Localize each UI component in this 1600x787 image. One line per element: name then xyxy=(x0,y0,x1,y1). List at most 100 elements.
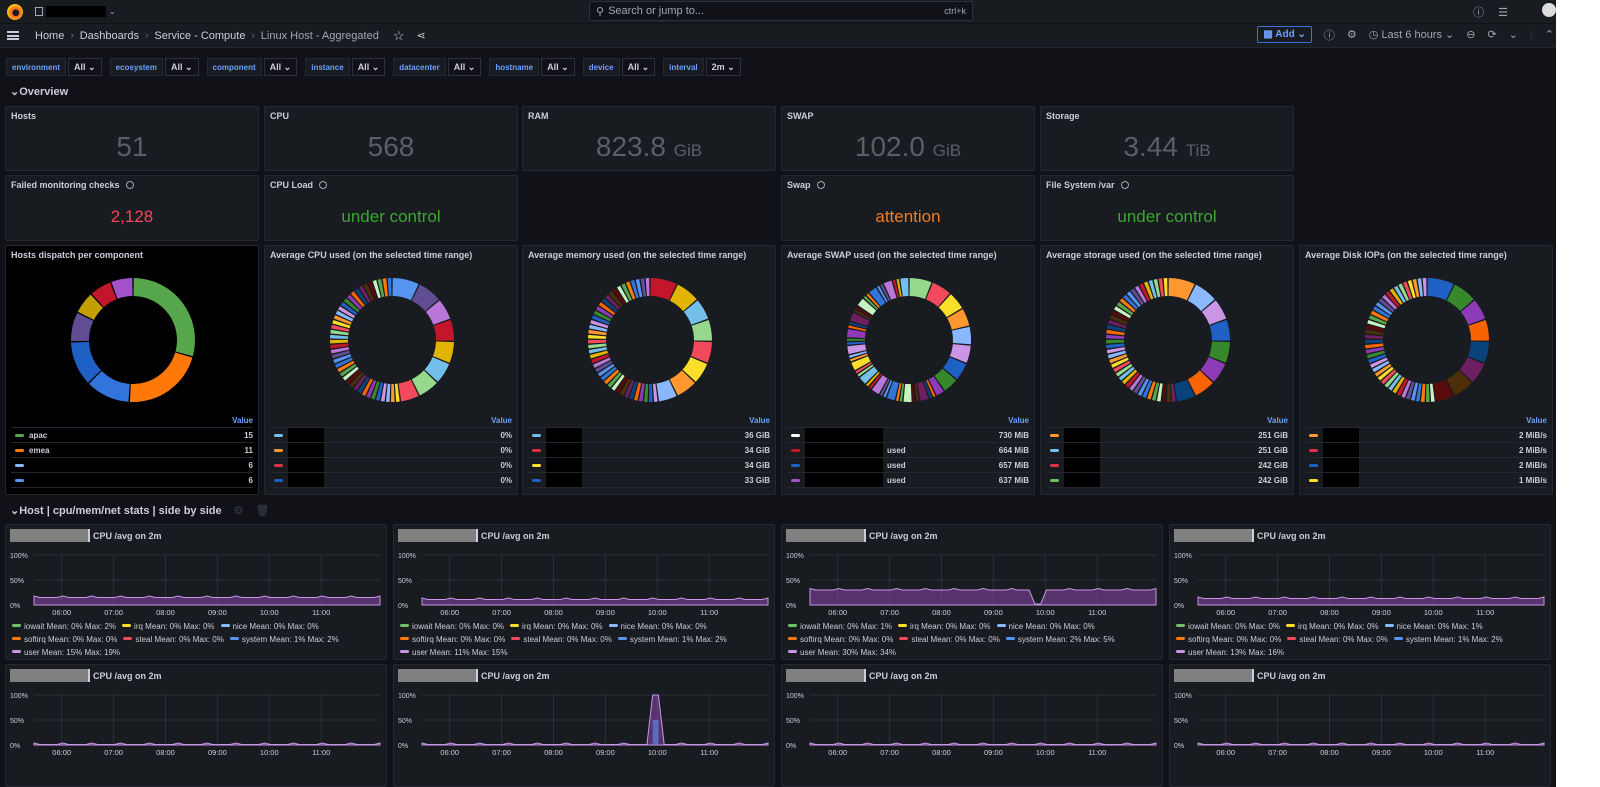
pie-slice[interactable] xyxy=(605,294,621,310)
legend-value-header[interactable]: Value xyxy=(11,414,253,428)
pie-slice[interactable] xyxy=(855,362,872,374)
legend-item[interactable]: softirq Mean: 0% Max: 0% xyxy=(12,633,117,646)
pie-slice[interactable] xyxy=(366,380,377,398)
pie-slice[interactable] xyxy=(343,298,360,313)
legend-item[interactable]: iowait Mean: 0% Max: 1% xyxy=(788,620,892,633)
pie-slice[interactable] xyxy=(1365,347,1385,354)
star-icon[interactable]: ☆ xyxy=(392,27,405,43)
pie-slice[interactable] xyxy=(1109,354,1128,364)
pie-slice[interactable] xyxy=(380,383,387,402)
pie-slice[interactable] xyxy=(1446,370,1472,396)
pie-slice[interactable] xyxy=(625,281,636,300)
pie-slice[interactable] xyxy=(357,376,370,394)
pie-slice[interactable] xyxy=(925,282,950,307)
pie-slice[interactable] xyxy=(593,357,611,368)
legend-item[interactable]: user Mean: 15% Max: 19% xyxy=(12,646,120,659)
pie-slice[interactable] xyxy=(1163,278,1168,297)
add-button[interactable]: ▩ Add ⌄ xyxy=(1257,26,1312,43)
pie-slice[interactable] xyxy=(1467,341,1489,363)
pie-slice[interactable] xyxy=(1209,319,1230,341)
pie-slice[interactable] xyxy=(394,383,400,402)
pie-slice[interactable] xyxy=(347,294,363,310)
pie-slice[interactable] xyxy=(847,338,866,341)
pie-slice[interactable] xyxy=(1187,284,1215,312)
breadcrumb-dashboards[interactable]: Dashboards xyxy=(79,29,140,42)
pie-panel[interactable]: Average SWAP used (on the selected time … xyxy=(781,245,1035,495)
pie-slice[interactable] xyxy=(337,360,355,373)
pie-slice[interactable] xyxy=(1365,329,1384,336)
legend-value-header[interactable]: Value xyxy=(528,414,770,428)
legend-row[interactable]: apac 15 xyxy=(11,428,253,443)
pie-slice[interactable] xyxy=(866,293,881,308)
pie-slice[interactable] xyxy=(1130,288,1144,305)
pie-slice[interactable] xyxy=(597,363,615,377)
legend-item[interactable]: softirq Mean: 0% Max: 0% xyxy=(400,633,505,646)
pie-slice[interactable] xyxy=(869,287,886,307)
pie-slice[interactable] xyxy=(1365,343,1384,349)
pie-slice[interactable] xyxy=(1393,285,1406,303)
variable-select[interactable]: All ⌄ xyxy=(541,58,575,76)
legend-row[interactable]: used 664 MiB xyxy=(787,443,1029,458)
legend-item[interactable]: user Mean: 13% Max: 16% xyxy=(1176,646,1284,659)
pie-slice[interactable] xyxy=(77,294,103,320)
pie-slice[interactable] xyxy=(1107,324,1126,332)
pie-slice[interactable] xyxy=(1111,357,1129,368)
pie-slice[interactable] xyxy=(591,315,610,325)
pie-slice[interactable] xyxy=(342,366,359,381)
pie-slice[interactable] xyxy=(1174,379,1195,402)
pie-slice[interactable] xyxy=(857,298,877,316)
pie-slice[interactable] xyxy=(848,325,867,332)
pie-slice[interactable] xyxy=(880,283,891,301)
pie-slice[interactable] xyxy=(600,366,617,381)
pie-panel[interactable]: Hosts dispatch per component Value apac 15… xyxy=(5,245,259,495)
pie-slice[interactable] xyxy=(330,347,350,354)
info-icon[interactable] xyxy=(125,181,134,189)
pie-slice[interactable] xyxy=(621,283,632,301)
pie-slice[interactable] xyxy=(590,319,609,329)
legend-row[interactable]: 0% xyxy=(270,473,512,488)
search-input[interactable]: ⚲ Search or jump to... ctrl+k xyxy=(589,1,973,21)
pie-slice[interactable] xyxy=(1412,278,1420,298)
pie-slice[interactable] xyxy=(588,343,607,349)
pie-slice[interactable] xyxy=(1381,369,1397,385)
pie-slice[interactable] xyxy=(1119,298,1136,313)
pie-slice[interactable] xyxy=(330,334,349,339)
legend-row[interactable]: 0% xyxy=(270,428,512,443)
time-picker[interactable]: ◷ Last 6 hours ⌄ xyxy=(1368,29,1455,41)
stat-panel-storage[interactable]: Storage 3.44 TiB xyxy=(1040,106,1294,171)
pie-slice[interactable] xyxy=(595,360,613,373)
legend-row[interactable]: emea 11 xyxy=(11,443,253,458)
pie-slice[interactable] xyxy=(900,278,909,297)
legend-row[interactable]: 0% xyxy=(270,458,512,473)
pie-slice[interactable] xyxy=(682,357,708,382)
pie-slice[interactable] xyxy=(1187,370,1213,396)
pie-slice[interactable] xyxy=(855,306,873,318)
cpu-timeseries-panel[interactable]: CPU /avg on 2m 100% 50% 0% 06:00 07:00 08:00 0… xyxy=(5,524,387,660)
legend-item[interactable]: system Mean: 1% Max: 2% xyxy=(617,633,727,646)
pie-slice[interactable] xyxy=(877,285,888,303)
status-panel[interactable]: CPU Load under control xyxy=(264,175,518,241)
pie-slice[interactable] xyxy=(1111,310,1130,322)
pie-slice[interactable] xyxy=(633,382,642,401)
pie-slice[interactable] xyxy=(1367,319,1386,329)
stat-panel-ram[interactable]: RAM 823.8 GiB xyxy=(522,106,776,171)
variable-select[interactable]: All ⌄ xyxy=(621,58,656,76)
pie-slice[interactable] xyxy=(649,383,653,402)
legend-row[interactable]: used 657 MiB xyxy=(787,458,1029,473)
pie-slice[interactable] xyxy=(1126,291,1141,308)
pie-slice[interactable] xyxy=(375,382,384,401)
pie-slice[interactable] xyxy=(691,319,712,341)
pie-slice[interactable] xyxy=(1410,382,1419,401)
pie-slice[interactable] xyxy=(1422,278,1427,297)
pie-slice[interactable] xyxy=(1375,302,1393,316)
pie-slice[interactable] xyxy=(349,372,364,388)
pie-slice[interactable] xyxy=(1415,383,1422,402)
legend-item[interactable]: nice Mean: 0% Max: 0% xyxy=(996,620,1095,633)
pie-slice[interactable] xyxy=(91,282,117,308)
legend-value-header[interactable]: Value xyxy=(270,414,512,428)
pie-slice[interactable] xyxy=(656,379,677,402)
pie-slice[interactable] xyxy=(911,383,916,402)
user-series-area[interactable] xyxy=(1197,596,1545,606)
pie-slice[interactable] xyxy=(387,278,392,297)
pie-slice[interactable] xyxy=(938,294,962,318)
